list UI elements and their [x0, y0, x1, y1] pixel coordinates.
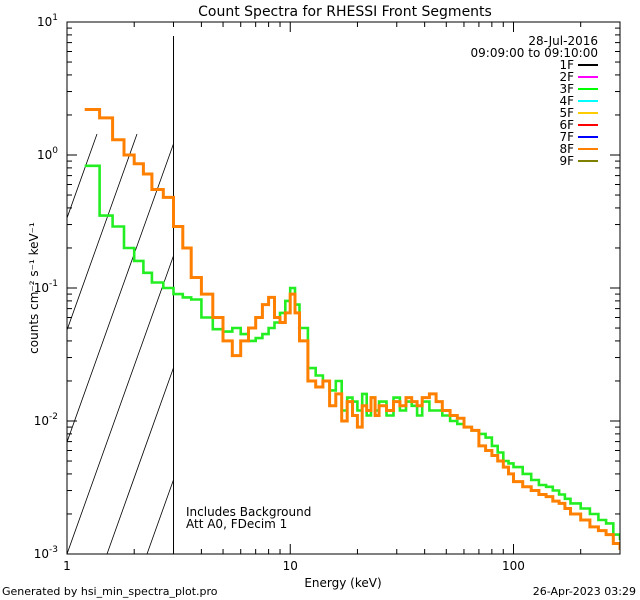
y-tick-label: 10-3: [34, 545, 58, 561]
y-tick-label: 100: [37, 146, 58, 162]
series-8F-line: [84, 108, 620, 550]
chart-date: 28-Jul-2016: [528, 34, 598, 48]
hatch-line: [547, 134, 640, 554]
series-layer: [84, 108, 620, 550]
hatch-line: [187, 134, 337, 554]
hatch-line: [387, 134, 537, 554]
hatched-region: [0, 133, 640, 554]
legend-label-1F: 1F: [559, 58, 574, 72]
hatch-line: [227, 134, 377, 554]
x-tick-label: 10: [283, 559, 298, 573]
hatch-line: [307, 134, 457, 554]
hatch-line: [267, 134, 417, 554]
hatch-line: [67, 142, 174, 444]
y-tick-label: 10-2: [34, 412, 58, 428]
hatch-line: [627, 134, 640, 554]
chart-title: Count Spectra for RHESSI Front Segments: [198, 4, 492, 20]
y-tick-label: 101: [37, 13, 58, 29]
legend-label-8F: 8F: [559, 142, 574, 156]
annotation-attenuator: Att A0, FDecim 1: [186, 517, 287, 531]
x-tick-label: 1: [63, 559, 71, 573]
hatch-line: [67, 133, 138, 332]
annotation-background: Includes Background: [186, 505, 311, 519]
legend-label-2F: 2F: [559, 70, 574, 84]
chart-time-range: 09:09:00 to 09:10:00: [471, 46, 598, 60]
hatch-line: [146, 478, 174, 554]
hatch-line: [587, 134, 640, 554]
hatch-line: [347, 134, 497, 554]
legend-label-9F: 9F: [559, 154, 574, 168]
hatch-line: [67, 133, 98, 220]
hatch-line: [467, 134, 617, 554]
legend-label-7F: 7F: [559, 130, 574, 144]
x-axis-label: Energy (keV): [304, 576, 381, 590]
legend-label-3F: 3F: [559, 82, 574, 96]
hatch-line: [67, 254, 174, 554]
hatch-line: [106, 366, 174, 554]
legend-label-4F: 4F: [559, 94, 574, 108]
footer-generated-by: Generated by hsi_min_spectra_plot.pro: [2, 585, 218, 598]
plot-frame: [66, 21, 621, 555]
legend-label-6F: 6F: [559, 118, 574, 132]
hatch-line: [0, 134, 17, 554]
legend-label-5F: 5F: [559, 106, 574, 120]
series-3F-line: [84, 164, 620, 541]
x-tick-label: 100: [502, 559, 525, 573]
footer-timestamp: 26-Apr-2023 03:29: [533, 585, 636, 598]
axis-ticks: [66, 22, 621, 555]
y-axis-label: counts cm⁻² s⁻¹ keV⁻¹: [27, 222, 41, 354]
